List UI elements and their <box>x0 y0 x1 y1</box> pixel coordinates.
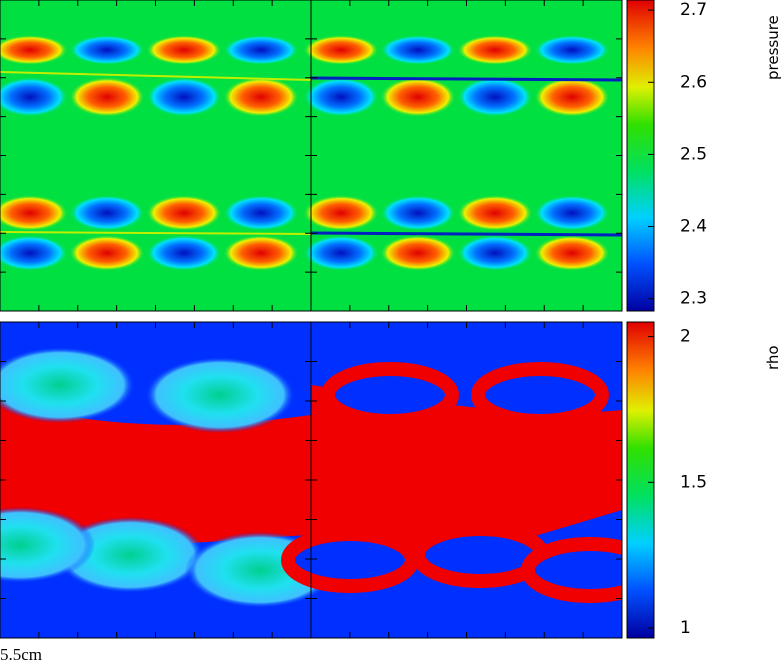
vortex-rim <box>321 362 459 428</box>
field-lobe <box>146 35 222 65</box>
colorbar-tick-label: 2 <box>680 327 691 347</box>
shear-layer <box>310 76 622 82</box>
field-lobe <box>146 235 222 271</box>
field-lobe <box>69 235 145 271</box>
vortex <box>0 347 135 423</box>
colorbar-tick-label: 1.5 <box>680 472 707 492</box>
colorbar-tick-label: 2.4 <box>680 217 707 237</box>
field-lobe <box>0 235 68 271</box>
field-lobe <box>223 77 299 117</box>
field-lobe <box>534 35 610 65</box>
field-lobe <box>534 195 610 231</box>
colorbar-tick-label: 2.5 <box>680 144 707 164</box>
field-lobe <box>303 35 379 65</box>
colorbar-tick-label: 1 <box>680 618 691 638</box>
field-lobe <box>457 35 533 65</box>
colorbar <box>626 321 655 639</box>
field-lobe <box>69 195 145 231</box>
field-lobe <box>146 195 222 231</box>
field-lobe <box>69 35 145 65</box>
shear-layer <box>0 71 312 81</box>
field-lobe <box>380 195 456 231</box>
shear-layer <box>310 231 622 237</box>
shear-layer <box>0 231 312 235</box>
field-lobe <box>380 235 456 271</box>
field-lobe <box>457 195 533 231</box>
scale-label: 5.5cm <box>0 645 42 663</box>
field-lobe <box>146 77 222 117</box>
field-lobe <box>303 235 379 271</box>
colorbar-tick-label: 2.3 <box>680 289 707 309</box>
density-field <box>0 322 622 638</box>
vortex-rim <box>471 362 609 428</box>
colorbar <box>626 0 655 312</box>
field-lobe <box>303 195 379 231</box>
colorbar-tick-label: 2.7 <box>680 0 707 20</box>
field-lobe <box>223 195 299 231</box>
colorbar-label: pressure <box>764 15 782 80</box>
field-lobe <box>534 235 610 271</box>
field-lobe <box>380 35 456 65</box>
field-lobe <box>457 235 533 271</box>
field-lobe <box>534 77 610 117</box>
vortex-rim <box>281 527 419 593</box>
field-lobe <box>223 35 299 65</box>
colorbar-tick-label: 2.6 <box>680 72 707 92</box>
field-lobe <box>0 195 68 231</box>
field-lobe <box>0 77 68 117</box>
field-lobe <box>223 235 299 271</box>
field-lobe <box>380 77 456 117</box>
vortex-rim <box>521 537 622 603</box>
field-lobe <box>457 77 533 117</box>
field-lobe <box>303 77 379 117</box>
field-lobe <box>69 77 145 117</box>
vortex <box>0 507 95 583</box>
field-lobe <box>0 35 68 65</box>
vortex <box>145 357 295 433</box>
colorbar-label: rho <box>764 345 782 370</box>
